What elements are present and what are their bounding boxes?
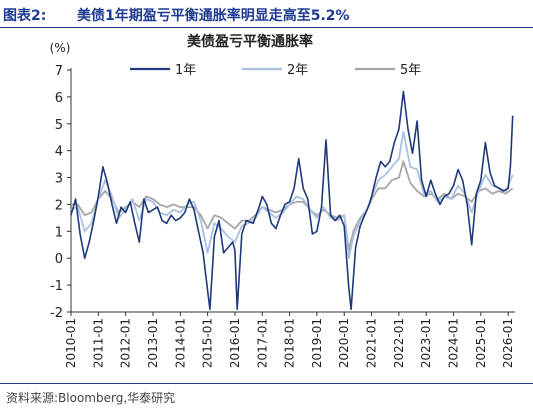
x-tick-label: 2017-01 xyxy=(255,318,269,368)
x-tick-label: 2013-01 xyxy=(146,318,160,368)
y-tick-label: 1 xyxy=(55,225,63,240)
x-tick-label: 2026-01 xyxy=(501,318,515,368)
x-tick-label: 2016-01 xyxy=(228,318,242,368)
series-line-0 xyxy=(70,90,514,311)
x-tick-label: 2018-01 xyxy=(283,318,297,368)
chart-title: 美债盈亏平衡通胀率 xyxy=(187,33,313,50)
y-tick-label: -1 xyxy=(50,279,63,294)
axes: -2 -1 0 1 2 3 4 5 6 7 2010-01 2011-01 2012-01 2013-01… xyxy=(50,64,515,368)
x-tick-label: 2014-01 xyxy=(173,318,187,368)
y-tick-label: 6 xyxy=(55,91,63,106)
line-chart: 美债盈亏平衡通胀率 (%) 1年 2年 5年 -2 -1 0 1 2 3 4 5 6 7 2010-01… xyxy=(50,33,516,368)
source-note: 资料来源:Bloomberg,华泰研究 xyxy=(6,391,176,405)
x-tick-label: 2011-01 xyxy=(91,318,105,368)
x-tick-label: 2021-01 xyxy=(365,318,379,368)
y-axis-unit: (%) xyxy=(50,41,71,55)
legend-label: 2年 xyxy=(287,63,308,78)
figure-title: 美债1年期盈亏平衡通胀率明显走高至5.2% xyxy=(77,8,350,24)
y-tick-label: -2 xyxy=(50,306,63,321)
legend-label: 1年 xyxy=(175,63,196,78)
x-tick-label: 2020-01 xyxy=(337,318,351,368)
x-tick-label: 2023-01 xyxy=(419,318,433,368)
x-tick-label: 2022-01 xyxy=(392,318,406,368)
x-tick-label: 2012-01 xyxy=(119,318,133,368)
x-tick-label: 2024-01 xyxy=(447,318,461,368)
y-tick-label: 5 xyxy=(55,118,63,133)
y-tick-label: 4 xyxy=(55,145,63,160)
y-tick-label: 0 xyxy=(55,252,63,267)
series-line-1 xyxy=(70,130,514,260)
x-tick-label: 2019-01 xyxy=(310,318,324,368)
x-tick-label: 2010-01 xyxy=(64,318,78,368)
figure-number: 图表2: xyxy=(3,8,47,24)
y-tick-label: 3 xyxy=(55,172,63,187)
figure-footer: 资料来源:Bloomberg,华泰研究 xyxy=(0,383,533,412)
x-tick-label: 2015-01 xyxy=(201,318,215,368)
series-layer xyxy=(70,90,514,311)
legend: 1年 2年 5年 xyxy=(130,63,421,78)
figure-header: 图表2: 美债1年期盈亏平衡通胀率明显走高至5.2% xyxy=(0,0,533,28)
y-tick-label: 2 xyxy=(55,198,63,213)
y-tick-label: 7 xyxy=(55,64,63,79)
x-tick-label: 2025-01 xyxy=(474,318,488,368)
legend-label: 5年 xyxy=(400,63,421,78)
